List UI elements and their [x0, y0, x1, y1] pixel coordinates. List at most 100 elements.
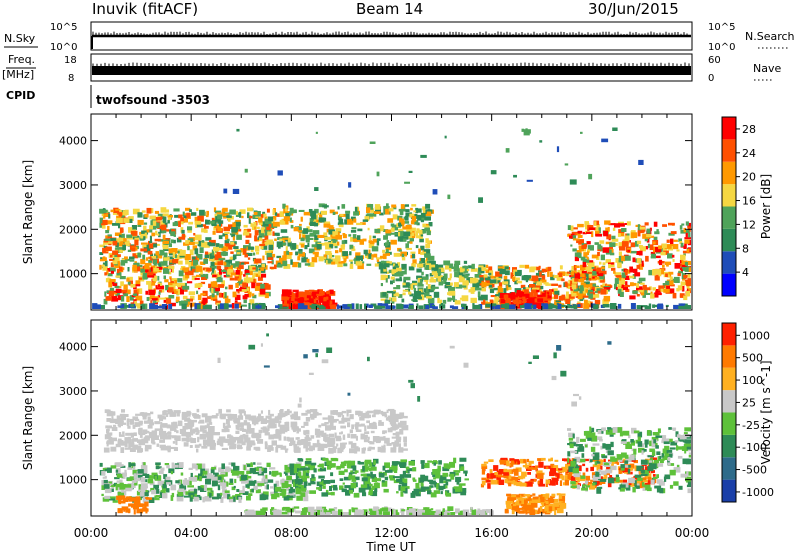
power-echo-cell — [570, 225, 574, 232]
power-echo-cell — [252, 252, 256, 256]
velocity-echo-cell — [589, 483, 596, 490]
power-echo-cell — [324, 242, 331, 246]
velocity-echo-cell — [582, 463, 586, 467]
velocity-echo-cell — [348, 475, 356, 480]
velocity-echo-cell — [258, 468, 262, 474]
power-echo-cell — [222, 207, 228, 212]
power-echo-cell — [680, 254, 686, 260]
velocity-echo-cell — [420, 486, 426, 492]
velocity-echo-cell — [500, 458, 506, 462]
power-echo-cell — [285, 207, 288, 212]
velocity-echo-cell — [490, 473, 496, 479]
power-echo-cell — [421, 230, 427, 234]
velocity-echo-cell — [119, 464, 124, 467]
power-echo-cell — [260, 227, 266, 230]
power-echo-cell — [424, 212, 432, 217]
power-echo-cell — [219, 293, 226, 298]
velocity-echo-cell — [199, 419, 205, 424]
power-echo-cell — [123, 284, 128, 290]
velocity-echo-cell — [301, 439, 309, 443]
velocity-echo-cell — [351, 424, 355, 430]
power-echo-cell — [412, 296, 417, 302]
velocity-echo-cell — [530, 478, 537, 482]
velocity-echo-cell — [176, 410, 180, 417]
velocity-echo-cell — [264, 441, 268, 445]
power-echo-cell — [168, 248, 176, 255]
power-echo-cell — [126, 234, 133, 238]
velocity-echo-cell — [537, 480, 540, 486]
power-echo-cell — [293, 305, 298, 308]
velocity-echo-cell — [195, 465, 198, 471]
power-echo-cell — [307, 229, 313, 233]
power-echo-cell — [241, 289, 247, 292]
velocity-echo-cell — [266, 429, 269, 436]
power-echo-cell — [320, 305, 324, 309]
velocity-echo-cell — [538, 483, 546, 487]
power-echo-cell — [537, 296, 542, 301]
power-echo-cell — [604, 283, 608, 288]
velocity-echo-cell — [486, 479, 493, 483]
power-echo-cell — [513, 293, 520, 300]
freq-panel: Freq. [MHz] 18 8 60 0 Nave — [2, 53, 781, 84]
velocity-echo-cell — [223, 428, 230, 433]
power-echo-cell — [588, 227, 596, 231]
velocity-echo-cell — [200, 486, 207, 492]
power-echo-cell — [417, 281, 423, 285]
power-echo-cell — [124, 305, 131, 308]
power-echo-cell — [592, 276, 598, 279]
power-echo-cell — [650, 293, 655, 299]
power-echo-cell — [572, 248, 577, 252]
power-echo-cell — [178, 301, 182, 304]
velocity-echo-cell — [164, 478, 171, 485]
power-echo-cell — [180, 217, 184, 222]
power-echo-cell — [589, 292, 596, 295]
power-echo-cell — [581, 270, 587, 274]
power-echo-cell — [180, 267, 184, 270]
power-echo-cell — [204, 251, 209, 257]
power-echo-cell — [570, 272, 575, 276]
power-echo-cell — [447, 292, 454, 296]
velocity-echo-cell — [221, 474, 225, 477]
power-echo-cell — [216, 251, 221, 257]
power-echo-cell — [398, 230, 404, 237]
power-echo-cell — [118, 212, 123, 217]
power-echo-cell — [413, 263, 416, 268]
power-echo-cell — [317, 234, 325, 238]
power-echo-cell — [228, 265, 233, 269]
power-echo-cell — [575, 265, 580, 268]
velocity-echo-cell — [142, 472, 147, 476]
power-echo-cell — [282, 219, 289, 225]
power-echo-cell — [565, 271, 569, 277]
power-echo-cell — [449, 273, 452, 279]
power-echo-cell — [585, 266, 592, 270]
power-echo-cell — [575, 295, 580, 298]
power-echo-cell — [329, 300, 333, 304]
velocity-echo-cell — [389, 409, 396, 416]
power-echo-cell — [668, 271, 674, 275]
velocity-echo-cell — [274, 486, 282, 492]
velocity-echo-cell — [393, 445, 397, 450]
velocity-echo-cell — [199, 476, 202, 482]
velocity-echo-cell — [354, 476, 360, 481]
power-echo-cell — [104, 272, 107, 276]
power-echo-cell — [109, 279, 116, 282]
power-echo-cell — [221, 246, 229, 252]
power-echo-cell — [386, 203, 389, 208]
power-echo-cell — [157, 284, 162, 288]
power-echo-cell — [123, 238, 127, 243]
power-echo-cell — [610, 264, 615, 268]
power-echo-cell — [183, 218, 188, 223]
velocity-echo-cell — [192, 477, 197, 482]
power-echo-cell — [374, 228, 381, 234]
power-echo-cell — [203, 259, 208, 264]
power-echo-cell — [470, 289, 475, 294]
power-echo-cell — [211, 249, 214, 255]
power-echo-cell — [467, 265, 474, 269]
velocity-echo-cell — [293, 468, 297, 474]
velocity-echo-cell — [563, 458, 571, 462]
power-echo-cell — [633, 268, 638, 273]
power-echo-cell — [521, 128, 525, 132]
velocity-echo-cell — [374, 487, 378, 492]
velocity-echo-cell — [245, 484, 250, 488]
power-echo-cell — [186, 212, 191, 218]
